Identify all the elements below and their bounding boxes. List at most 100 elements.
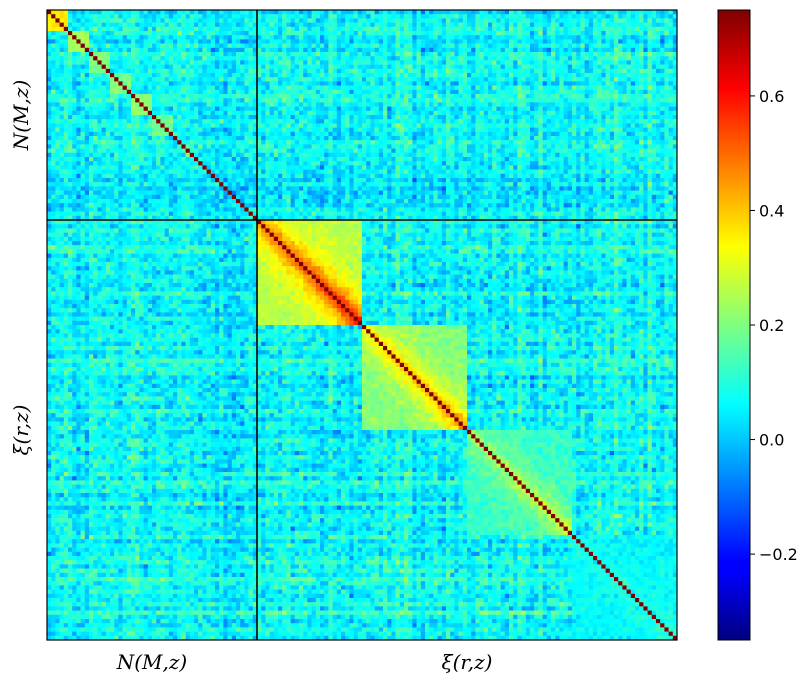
heatmap-cell	[236, 94, 241, 99]
heatmap-cell	[408, 52, 413, 57]
heatmap-cell	[563, 47, 569, 53]
heatmap-cell	[597, 73, 602, 78]
heatmap-cell	[248, 106, 254, 112]
heatmap-cell	[635, 106, 640, 112]
heatmap-cell	[420, 56, 426, 61]
heatmap-cell	[328, 68, 333, 74]
heatmap-cell	[257, 131, 262, 137]
heatmap-cell	[307, 89, 312, 95]
heatmap-cell	[202, 136, 207, 141]
heatmap-cell	[441, 123, 447, 128]
heatmap-cell	[311, 52, 317, 57]
heatmap-cell	[437, 144, 443, 149]
heatmap-cell	[475, 64, 480, 70]
heatmap-cell	[572, 73, 577, 78]
heatmap-cell	[328, 14, 333, 19]
heatmap-cell	[328, 18, 333, 23]
heatmap-cell	[576, 77, 581, 82]
heatmap-cell	[47, 81, 52, 86]
heatmap-cell	[55, 47, 60, 53]
heatmap-cell	[588, 127, 594, 133]
heatmap-cell	[353, 39, 359, 44]
heatmap-cell	[588, 89, 594, 95]
heatmap-cell	[164, 140, 170, 145]
heatmap-cell	[189, 43, 195, 49]
heatmap-cell	[194, 131, 199, 137]
heatmap-cell	[635, 39, 640, 44]
heatmap-cell	[551, 94, 556, 99]
heatmap-cell	[450, 110, 455, 116]
heatmap-cell	[437, 127, 443, 133]
heatmap-cell	[240, 39, 245, 44]
heatmap-cell	[194, 35, 199, 40]
heatmap-cell	[93, 47, 98, 53]
heatmap-cell	[341, 10, 346, 15]
heatmap-cell	[269, 131, 275, 137]
heatmap-cell	[437, 106, 443, 112]
heatmap-cell	[362, 140, 367, 145]
heatmap-cell	[143, 148, 149, 154]
heatmap-cell	[362, 60, 367, 65]
heatmap-cell	[366, 68, 371, 74]
heatmap-cell	[294, 39, 300, 44]
heatmap-cell	[143, 60, 149, 65]
heatmap-cell	[408, 127, 413, 133]
heatmap-cell	[374, 89, 380, 95]
heatmap-cell	[248, 123, 254, 128]
heatmap-cell	[412, 140, 417, 145]
heatmap-cell	[189, 18, 195, 23]
heatmap-cell	[504, 10, 510, 15]
heatmap-cell	[492, 64, 497, 70]
heatmap-cell	[475, 106, 480, 112]
heatmap-cell	[357, 39, 363, 44]
heatmap-cell	[639, 47, 644, 53]
heatmap-cell	[345, 60, 350, 65]
heatmap-cell	[475, 73, 480, 78]
heatmap-cell	[492, 77, 497, 82]
heatmap-cell	[597, 10, 602, 15]
heatmap-cell	[471, 10, 476, 15]
heatmap-cell	[303, 81, 308, 86]
heatmap-cell	[546, 73, 552, 78]
heatmap-cell	[534, 60, 539, 65]
heatmap-cell	[471, 60, 476, 65]
heatmap-cell	[651, 60, 657, 65]
heatmap-cell	[630, 81, 636, 86]
heatmap-cell	[496, 144, 501, 149]
heatmap-cell	[156, 127, 161, 133]
heatmap-cell	[362, 39, 367, 44]
heatmap-cell	[479, 106, 485, 112]
heatmap-cell	[408, 73, 413, 78]
heatmap-cell	[626, 52, 632, 57]
heatmap-cell	[206, 68, 212, 74]
heatmap-cell	[517, 26, 522, 32]
heatmap-cell	[546, 102, 552, 107]
heatmap-cell	[656, 26, 661, 32]
heatmap-cell	[412, 136, 417, 141]
heatmap-cell	[299, 89, 304, 95]
heatmap-cell	[210, 39, 216, 44]
heatmap-cell	[597, 127, 602, 133]
heatmap-cell	[429, 60, 434, 65]
heatmap-cell	[89, 89, 94, 95]
heatmap-cell	[496, 81, 501, 86]
heatmap-cell	[307, 52, 312, 57]
heatmap-cell	[504, 73, 510, 78]
heatmap-cell	[55, 106, 60, 112]
heatmap-cell	[273, 102, 279, 107]
heatmap-cell	[269, 106, 275, 112]
heatmap-cell	[630, 26, 636, 32]
heatmap-cell	[265, 140, 270, 145]
heatmap-cell	[156, 14, 161, 19]
heatmap-cell	[458, 35, 464, 40]
heatmap-cell	[664, 144, 669, 149]
heatmap-cell	[446, 98, 451, 103]
heatmap-cell	[152, 131, 157, 137]
heatmap-cell	[534, 123, 539, 128]
heatmap-cell	[139, 81, 144, 86]
heatmap-cell	[147, 119, 153, 124]
heatmap-cell	[173, 140, 178, 145]
heatmap-cell	[257, 110, 262, 116]
heatmap-cell	[336, 26, 342, 32]
heatmap-cell	[404, 127, 409, 133]
